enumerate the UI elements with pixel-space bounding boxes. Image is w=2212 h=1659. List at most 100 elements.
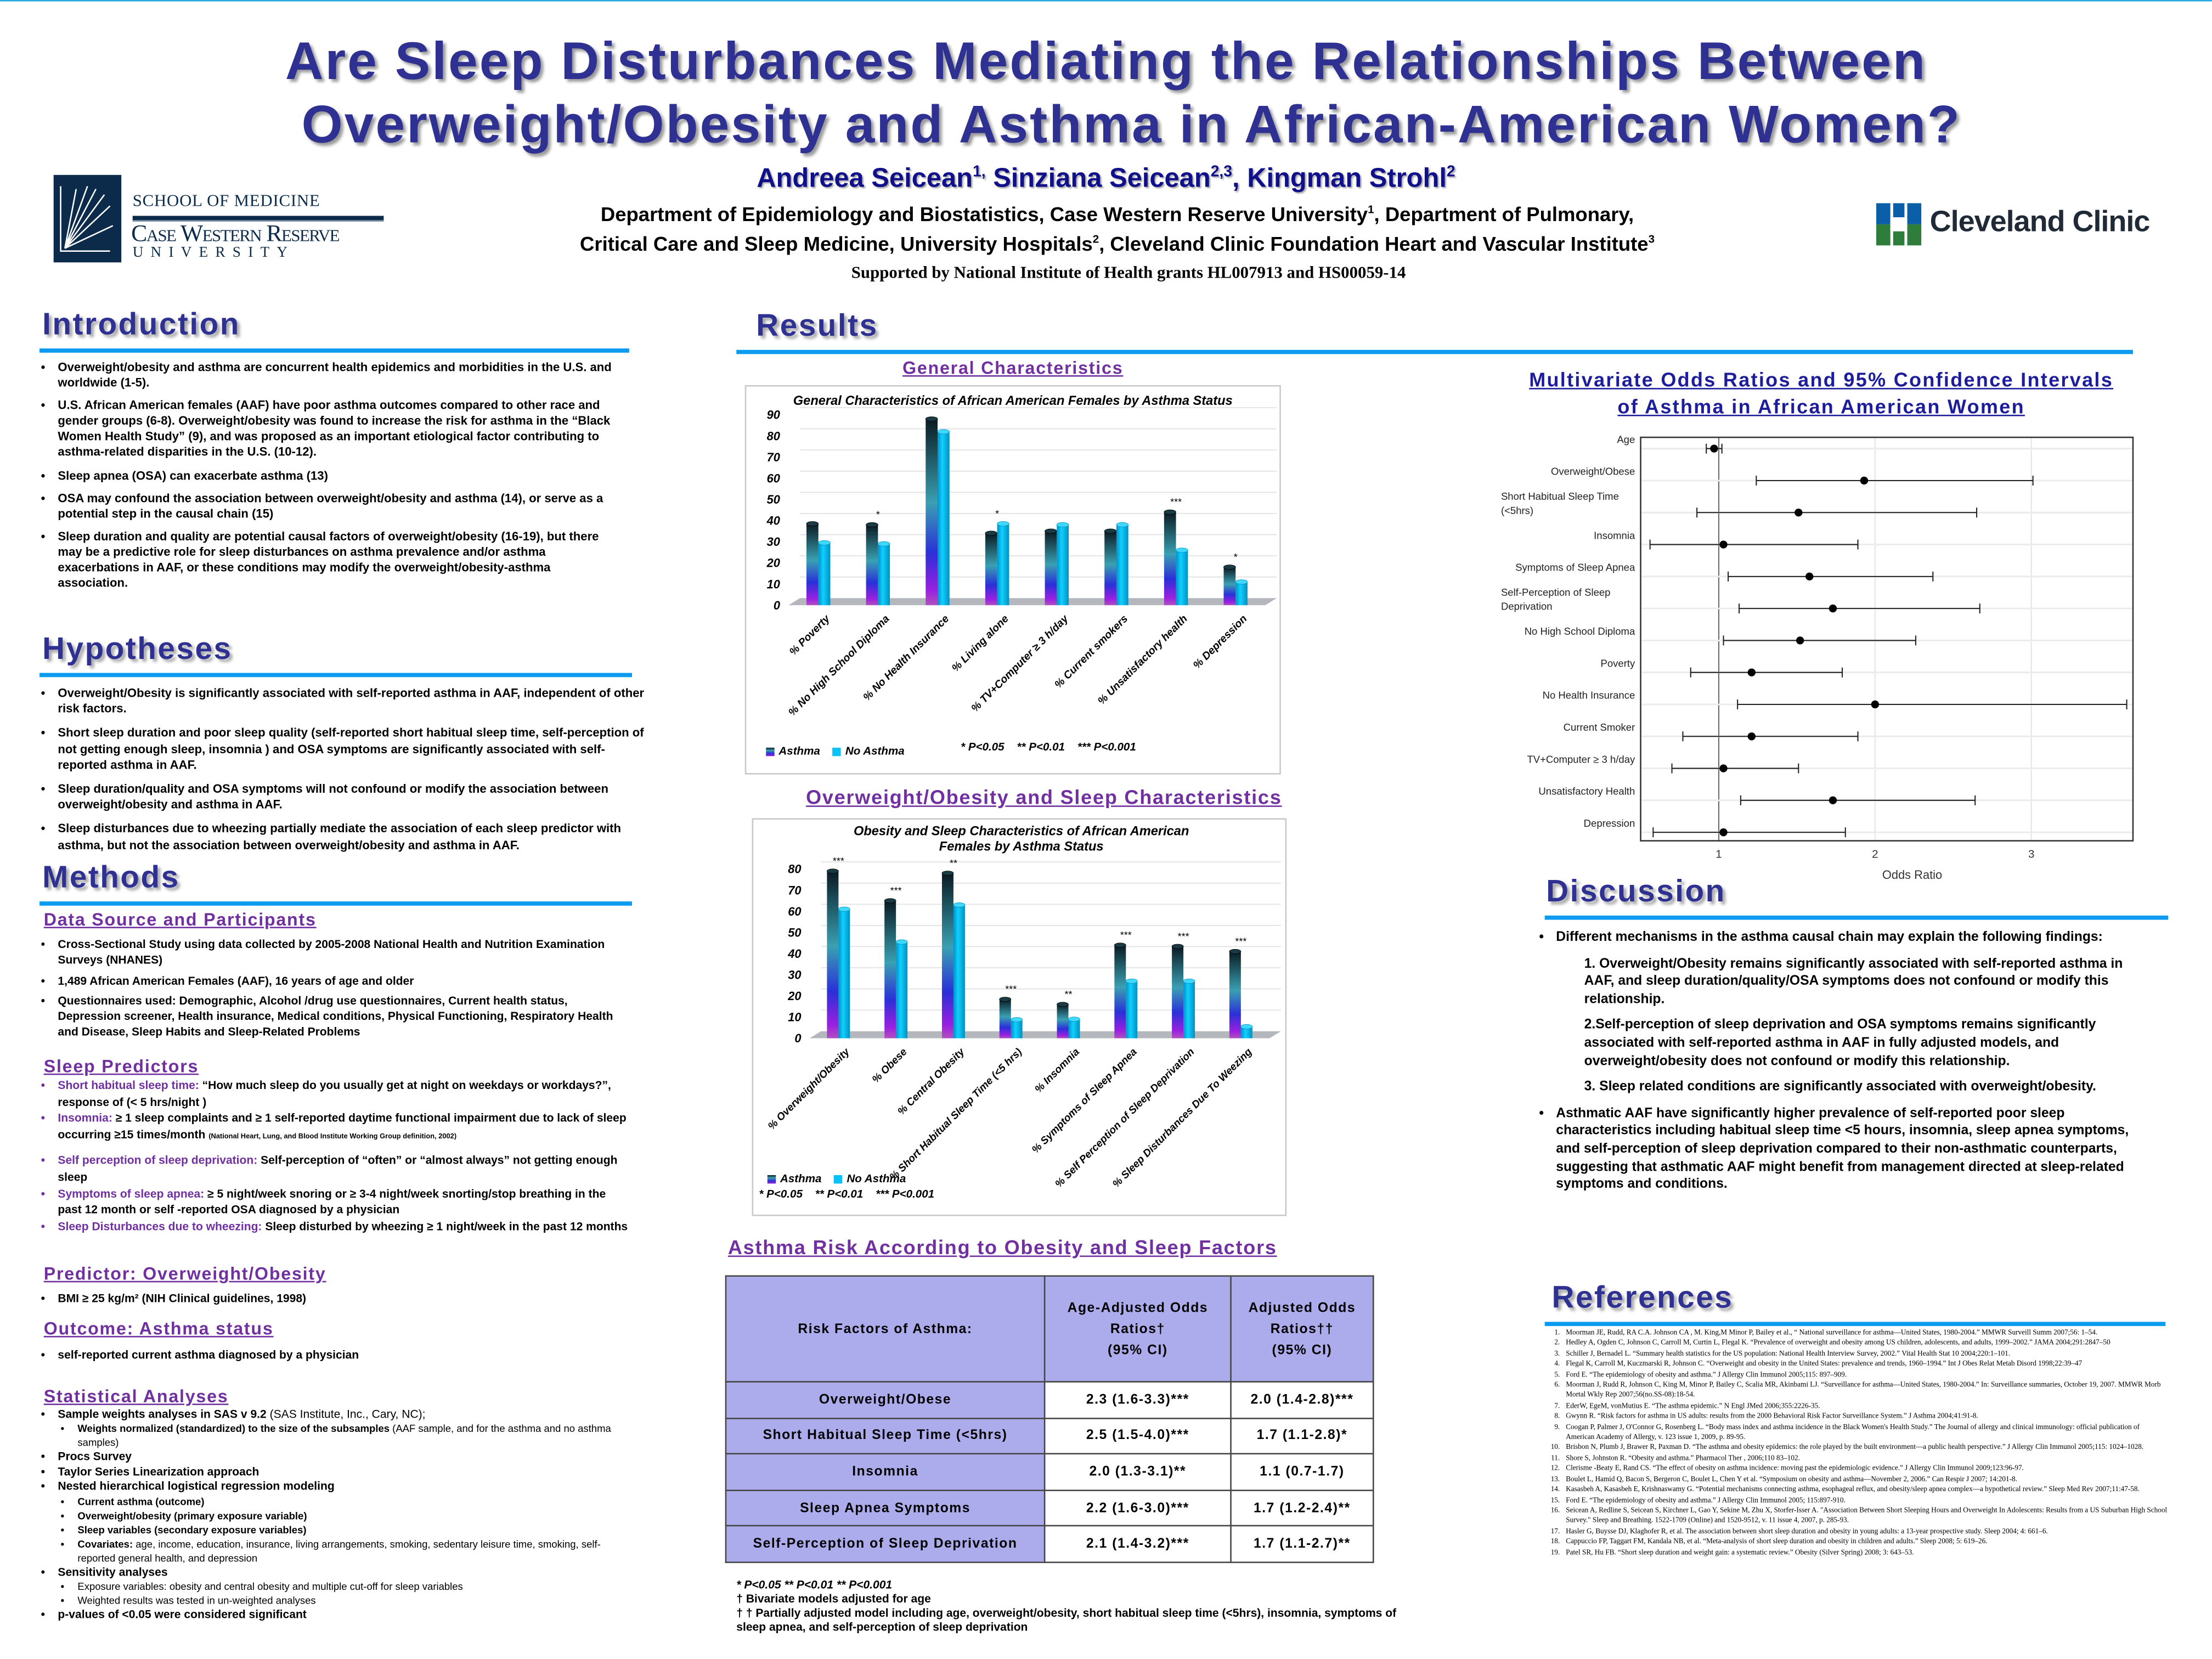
category-label: % Depression [1191,613,1250,672]
row-label: (<5hrs) [1501,505,1533,516]
plot-frame [1640,436,2134,842]
analysis-bold-text: Current asthma (outcome) [77,1494,205,1508]
column-header-age-adjusted: Age-Adjusted Odds Ratios† (95% CI) [1043,1275,1232,1383]
sleep-predictor-definition: Self-perception of “often” or “almost al… [58,1154,618,1184]
significance-marker: * [995,508,999,519]
statistical-analysis-item: Exposure variables: obesity and central … [59,1580,632,1594]
reference-item: Coogan P, Palmer J, O'Connor G, Rosenber… [1562,1423,2169,1444]
x-tick-label: 3 [2028,848,2034,860]
bar-top-asthma [1057,1002,1069,1007]
data-source-bullet-text: Questionnaires used: Demographic, Alcoho… [58,994,613,1039]
y-tick-label: 30 [767,535,780,549]
bar-top-no-asthma [895,939,908,945]
bar-top-no-asthma [838,906,850,912]
legend-swatch-no-asthma [832,747,842,755]
sleep-predictors-heading: Sleep Predictors [43,1056,199,1076]
adjusted-or-cell: 1.7 (1.1-2.8)* [1230,1417,1374,1455]
y-tick-label: 80 [767,429,780,443]
analysis-detail-text: age, income, education, insurance, livin… [77,1537,601,1564]
sleep-predictor-label: Self perception of sleep deprivation: [58,1154,258,1167]
bar-no-asthma [1011,1019,1023,1039]
category-label: % Symptoms of Sleep Apnea [1030,1046,1139,1156]
y-tick-label: 70 [767,450,780,464]
section-divider [39,348,629,352]
age-adjusted-or-cell: 2.2 (1.6-3.0)*** [1043,1489,1232,1527]
bar-no-asthma [997,523,1009,606]
p-note: * P<0.05 [961,740,1005,754]
category-label: % Insomnia [1032,1046,1082,1096]
chart-title: General Characteristics of African Ameri… [793,393,1233,408]
results-heading: Results [756,307,878,343]
data-source-bullet: Questionnaires used: Demographic, Alcoho… [40,993,618,1041]
analysis-detail-text: Weighted results was tested in un-weight… [77,1594,316,1607]
y-tick-label: 80 [788,862,801,876]
introduction-bullet-text: Sleep apnea (OSA) can exacerbate asthma … [58,467,328,482]
age-adjusted-or-cell: 2.1 (1.4-3.2)*** [1043,1525,1232,1564]
odds-ratio-point [1871,700,1880,709]
forest-plot-heading-line-1: Multivariate Odds Ratios and 95% Confide… [1529,368,2114,391]
header-text: (95% CI) [1272,1342,1333,1358]
predictor-bullet: BMI ≥ 25 kg/m² (NIH Clinical guidelines,… [40,1291,618,1307]
reference-item: Gwynn R. “Risk factors for asthma in US … [1562,1413,2169,1423]
bar-asthma [827,871,839,1039]
statistical-analysis-item: Sleep variables (secondary exposure vari… [59,1523,632,1537]
reference-item: Seicean A, Redline S, Seicean S, Kirchne… [1562,1506,2169,1527]
affiliation-text: , Department of Pulmonary, [1374,204,1634,227]
analysis-detail-text: Exposure variables: obesity and central … [77,1580,463,1593]
section-divider [39,901,632,905]
author-list: Andreea Seicean1, Sinziana Seicean2,3, K… [0,163,2212,195]
cwru-logo-name: Case Western Reserve [131,220,340,247]
discussion-bullet: Asthmatic AAF have significantly higher … [1538,1105,2147,1194]
adjusted-or-cell: 1.7 (1.1-2.7)** [1230,1525,1374,1564]
discussion-text: Different mechanisms in the asthma causa… [1556,929,2103,945]
top-border [0,0,2212,2]
introduction-bullet-text: U.S. African American females (AAF) have… [58,398,611,459]
bar-top-no-asthma [1125,978,1138,984]
legend-label: Asthma [780,1172,822,1185]
obesity-sleep-heading: Overweight/Obesity and Sleep Characteris… [806,786,1282,809]
sleep-predictor-item: Self perception of sleep deprivation: Se… [40,1153,629,1186]
bar-no-asthma [838,909,850,1039]
poster-title-line-2: Overweight/Obesity and Asthma in African… [301,94,1961,154]
category-label: % Obese [870,1046,910,1086]
odds-ratio-point [1795,509,1803,517]
discussion-finding: 3. Sleep related conditions are signific… [1584,1079,2096,1095]
adjusted-or-cell: 1.1 (0.7-1.7) [1230,1453,1374,1491]
table-footnote: * P<0.05 ** P<0.01 ** P<0.001 [736,1578,893,1592]
analysis-bold-text: Procs Survey [58,1451,132,1464]
row-label: Symptoms of Sleep Apnea [1515,562,1635,573]
bar-top-asthma [1223,565,1236,570]
statistical-analyses-list: Sample weights analyses in SAS v 9.2 (SA… [40,1408,632,1623]
bar-top-asthma [999,997,1012,1002]
hypothesis-bullet: Overweight/Obesity is significantly asso… [40,686,649,718]
row-label: Unsatisfactory Health [1538,786,1635,797]
bar-no-asthma [1183,981,1195,1039]
table-row: Sleep Apnea Symptoms 2.2 (1.6-3.0)*** 1.7 … [725,1489,1374,1527]
bar-no-asthma [1176,550,1188,606]
author-name: Kingman Strohl [1247,164,1447,194]
bar-top-no-asthma [953,902,966,908]
statistical-analysis-item: Nested hierarchical logistical regressio… [40,1480,632,1496]
significance-marker: ** [950,857,957,868]
y-tick-label: 50 [788,926,801,939]
p-value-notes: * P<0.05 ** P<0.01 *** P<0.001 [759,1188,934,1200]
sleep-predictor-definition: Sleep disturbed by wheezing ≥ 1 night/we… [262,1220,628,1233]
y-tick-label: 0 [794,1031,801,1045]
bar-asthma [884,900,896,1039]
affiliation-sup: 3 [1648,233,1655,246]
sleep-predictor-label: Symptoms of sleep apnea: [58,1187,205,1200]
outcome-bullet: self-reported current asthma diagnosed b… [40,1347,618,1364]
significance-marker: *** [1235,936,1246,947]
outcome-bullet-text: self-reported current asthma diagnosed b… [58,1348,359,1362]
predictor-bullet-text: BMI ≥ 25 kg/m² (NIH Clinical guidelines,… [58,1292,307,1305]
bar-top-no-asthma [1176,548,1188,553]
odds-ratio-point [1719,828,1728,837]
discussion-list: Different mechanisms in the asthma causa… [1538,930,2147,1203]
analysis-bold-text: Sample weights analyses in SAS v 9.2 [58,1408,267,1421]
bar-top-no-asthma [1068,1017,1080,1022]
column-header-risk-factor: Risk Factors of Asthma: [725,1275,1046,1383]
odds-ratio-point [1719,764,1728,772]
sleep-predictor-source: (National Heart, Lung, and Blood Institu… [208,1132,457,1141]
row-label: TV+Computer ≥ 3 h/day [1527,753,1635,765]
p-note: *** P<0.001 [1077,740,1136,754]
